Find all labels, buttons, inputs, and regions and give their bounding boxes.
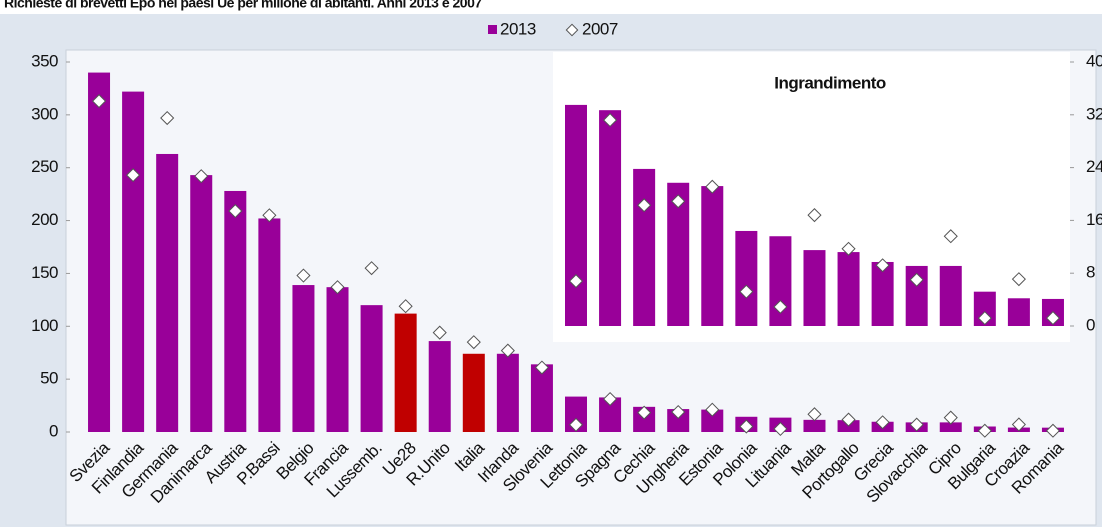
marker-2007 — [909, 272, 924, 287]
y-tick-label: 300 — [31, 104, 58, 123]
marker-2007 — [194, 169, 209, 184]
bar-2013 — [360, 305, 383, 432]
marker-2007 — [602, 113, 618, 128]
bar-2013 — [156, 153, 179, 432]
bar-2013 — [701, 409, 724, 432]
bar-2013 — [258, 218, 281, 432]
bar-2013 — [292, 285, 315, 432]
bar-2013 — [224, 190, 247, 432]
inset-bar-2013 — [599, 110, 622, 327]
marker-2007 — [773, 299, 788, 314]
inset-bar-2013 — [803, 250, 826, 326]
y2-tick-label: 8 — [1086, 263, 1095, 282]
bar-2013 — [394, 313, 417, 432]
y2-tick-label: 16 — [1086, 210, 1102, 229]
marker-2007 — [398, 299, 413, 314]
marker-2007 — [330, 280, 345, 295]
marker-2007 — [1011, 272, 1026, 287]
legend-swatch-2013 — [488, 25, 497, 34]
y2-tick-label: 32 — [1086, 104, 1102, 123]
marker-2007 — [875, 258, 890, 273]
marker-2007 — [160, 110, 175, 126]
marker-2007 — [841, 412, 856, 427]
marker-2007 — [977, 311, 992, 326]
marker-2007 — [126, 168, 141, 183]
y2-tick-label: 0 — [1086, 315, 1095, 334]
y2-tick-label: 40 — [1086, 51, 1102, 70]
marker-2007 — [671, 194, 686, 209]
legend-swatch-2007 — [565, 23, 579, 37]
marker-2007 — [739, 284, 754, 299]
marker-2007 — [739, 419, 754, 434]
marker-2007 — [671, 404, 686, 420]
marker-2007 — [807, 208, 822, 223]
y2-tick-label: 24 — [1086, 157, 1102, 176]
marker-2007 — [432, 325, 447, 340]
inset-bar-2013 — [769, 236, 792, 326]
marker-2007 — [534, 360, 550, 375]
bar-2013 — [326, 287, 349, 432]
bar-2013 — [88, 72, 111, 433]
marker-2007 — [807, 407, 822, 422]
marker-2007 — [875, 415, 890, 430]
marker-2007 — [91, 94, 107, 109]
inset-title: Ingrandimento — [774, 73, 886, 92]
y-tick-label: 250 — [31, 157, 58, 176]
marker-2007 — [909, 417, 924, 432]
marker-2007 — [705, 179, 720, 194]
marker-2007 — [500, 343, 515, 358]
marker-2007 — [977, 423, 992, 438]
marker-2007 — [364, 261, 379, 276]
inset-bar-2013 — [1007, 298, 1030, 326]
y-tick-label: 200 — [31, 210, 58, 229]
chart-title: Richieste di brevetti Epo nei paesi Ue p… — [4, 0, 482, 11]
marker-2007 — [262, 208, 277, 223]
legend-label: 2013 — [500, 19, 536, 38]
y-tick-label: 350 — [31, 51, 58, 70]
bar-2013 — [667, 409, 690, 432]
legend-label: 2007 — [582, 19, 618, 38]
bar-2013 — [496, 353, 519, 432]
bar-2013 — [939, 422, 962, 432]
marker-2007 — [602, 391, 618, 407]
bar-2013 — [599, 397, 622, 432]
marker-2007 — [705, 402, 720, 417]
inset-bar-2013 — [871, 261, 894, 326]
bar-2013 — [428, 341, 451, 432]
marker-2007 — [296, 268, 311, 283]
inset-bar-2013 — [837, 252, 860, 326]
y-tick-label: 100 — [31, 316, 58, 335]
y-tick-label: 50 — [40, 369, 58, 388]
marker-2007 — [943, 229, 958, 244]
marker-2007 — [943, 410, 958, 425]
inset-bar-2013 — [939, 265, 962, 326]
marker-2007 — [1011, 417, 1026, 432]
marker-2007 — [773, 421, 788, 437]
marker-2007 — [568, 274, 584, 289]
marker-2007 — [466, 335, 481, 350]
bar-2013 — [565, 396, 587, 432]
bar-2013 — [122, 91, 145, 432]
y-tick-label: 0 — [49, 421, 58, 440]
inset-bar-2013 — [667, 182, 690, 326]
marker-2007 — [568, 417, 584, 432]
bar-2013 — [530, 364, 553, 432]
y-tick-label: 150 — [31, 263, 58, 282]
marker-2007 — [637, 405, 652, 420]
marker-2007 — [1045, 311, 1061, 326]
inset-bar-2013 — [735, 230, 758, 326]
marker-2007 — [228, 203, 243, 219]
bar-2013 — [190, 175, 213, 432]
bar-2013 — [803, 419, 826, 432]
inset-bar-2013 — [633, 168, 656, 326]
marker-2007 — [1045, 423, 1061, 438]
inset-bar-2013 — [565, 104, 587, 327]
marker-2007 — [637, 198, 652, 213]
marker-2007 — [841, 241, 856, 256]
inset-bar-2013 — [701, 186, 724, 326]
bar-2013 — [462, 353, 485, 432]
